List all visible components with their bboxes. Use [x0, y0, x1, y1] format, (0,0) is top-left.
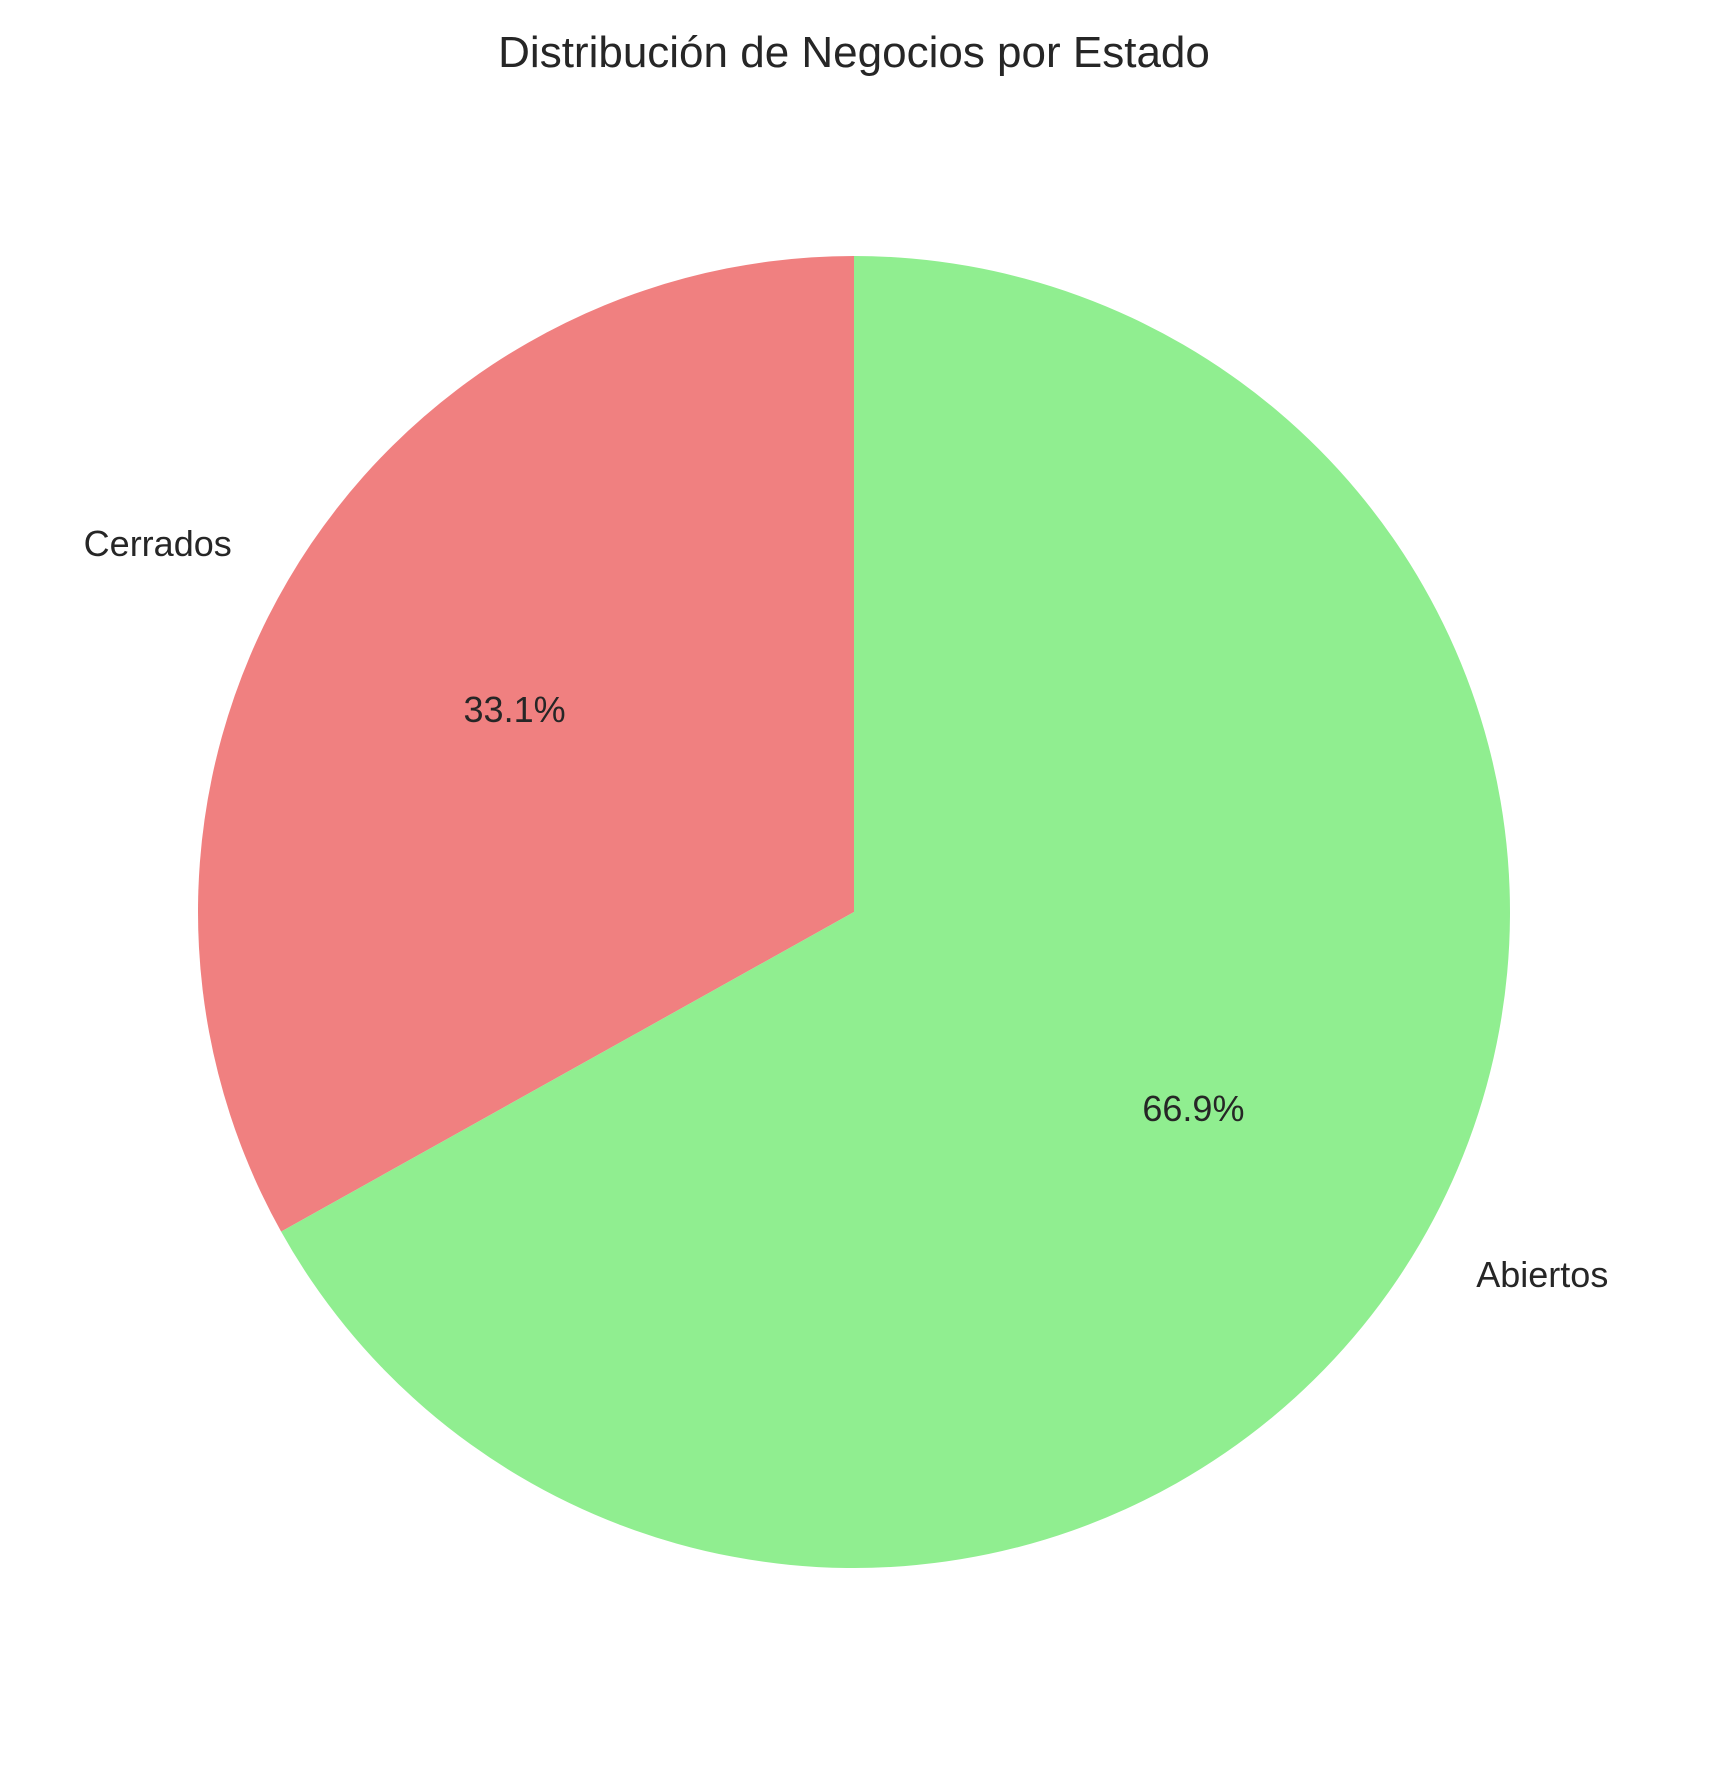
pct-label-cerrados: 33.1% — [464, 689, 566, 730]
pct-label-abiertos: 66.9% — [1142, 1088, 1244, 1129]
pie-slices — [197, 256, 1510, 1568]
pie-slice-cerrados — [197, 256, 855, 1232]
pie-labels: Cerrados 33.1% Abiertos 66.9% — [84, 523, 1609, 1295]
chart-title: Distribución de Negocios por Estado — [498, 28, 1210, 77]
slice-label-cerrados: Cerrados — [84, 523, 232, 564]
pie-slice-abiertos — [281, 256, 1510, 1568]
slice-label-abiertos: Abiertos — [1476, 1254, 1608, 1295]
